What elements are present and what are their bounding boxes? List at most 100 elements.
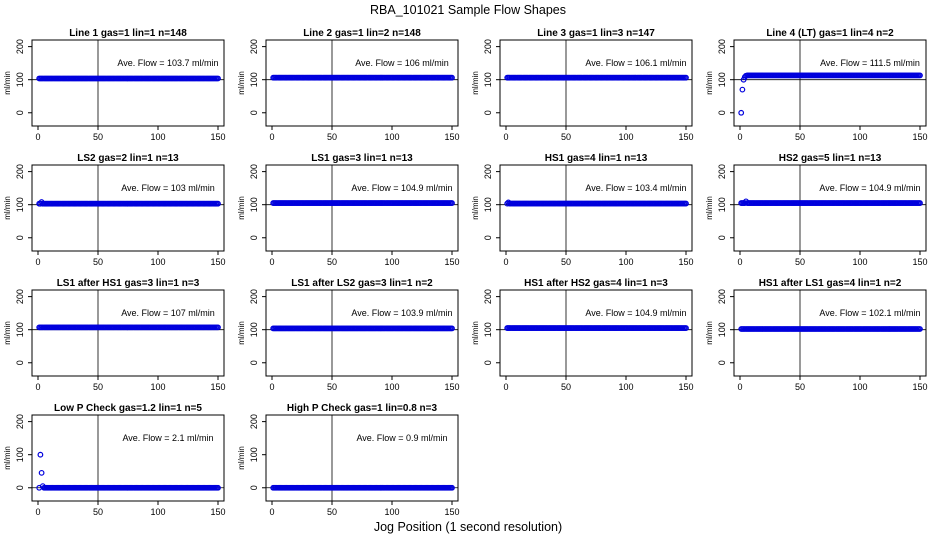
panel-title: Line 3 gas=1 lin=3 n=147 — [537, 28, 655, 39]
panel-11: HS1 after HS2 gas=4 lin=1 n=3 ml/min 0 100 2… — [471, 278, 694, 392]
y-axis-label: ml/min — [3, 446, 12, 470]
panel-9: LS1 after HS1 gas=3 lin=1 n=3 ml/min 0 100 2… — [3, 278, 226, 392]
plot-frame — [733, 39, 927, 127]
figure-xlabel: Jog Position (1 second resolution) — [374, 520, 562, 534]
y-tick-label: 0 — [249, 110, 259, 115]
y-tick-label: 100 — [249, 197, 259, 212]
y-tick-label: 200 — [249, 39, 259, 54]
panel-6: LS1 gas=3 lin=1 n=13 ml/min 0 100 200 0 50 100 1… — [237, 153, 460, 267]
data-points — [738, 72, 923, 116]
x-tick-label: 50 — [93, 257, 103, 267]
data-points — [36, 199, 221, 207]
x-tick-label: 150 — [912, 132, 927, 142]
data-point — [449, 325, 455, 332]
x-tick-label: 150 — [678, 132, 693, 142]
data-points — [270, 325, 455, 332]
plot-frame — [31, 164, 225, 252]
y-tick-label: 100 — [717, 322, 727, 337]
data-point — [917, 200, 923, 206]
y-tick-label: 200 — [249, 289, 259, 304]
y-tick-label: 100 — [483, 197, 493, 212]
y-tick-label: 200 — [249, 164, 259, 179]
y-tick-label: 200 — [15, 39, 25, 54]
panel-13: Low P Check gas=1.2 lin=1 n=5 ml/min 0 100 2… — [3, 403, 226, 517]
x-tick-label: 100 — [618, 257, 633, 267]
y-axis-label: ml/min — [705, 196, 714, 220]
average-flow-annotation: Ave. Flow = 102.1 ml/min — [819, 308, 920, 318]
x-tick-label: 100 — [150, 382, 165, 392]
panel-title: Line 2 gas=1 lin=2 n=148 — [303, 28, 421, 39]
x-tick-label: 150 — [444, 132, 459, 142]
panel-title: HS1 gas=4 lin=1 n=13 — [545, 153, 648, 164]
x-tick-label: 50 — [561, 132, 571, 142]
x-tick-label: 50 — [795, 382, 805, 392]
plot-frame — [499, 39, 693, 127]
y-tick-label: 200 — [15, 164, 25, 179]
panel-title: HS2 gas=5 lin=1 n=13 — [779, 153, 882, 164]
x-tick-label: 0 — [35, 257, 40, 267]
y-tick-label: 100 — [483, 322, 493, 337]
x-tick-label: 150 — [678, 257, 693, 267]
y-tick-label: 0 — [717, 360, 727, 365]
panel-5: LS2 gas=2 lin=1 n=13 ml/min 0 100 200 0 50 100 1… — [3, 153, 226, 267]
x-tick-label: 0 — [35, 507, 40, 517]
average-flow-annotation: Ave. Flow = 0.9 ml/min — [356, 433, 447, 443]
x-tick-label: 100 — [618, 132, 633, 142]
y-tick-label: 100 — [717, 72, 727, 87]
x-tick-label: 50 — [93, 507, 103, 517]
x-tick-label: 0 — [737, 132, 742, 142]
data-point — [449, 200, 455, 206]
panel-title: HS1 after LS1 gas=4 lin=1 n=2 — [759, 278, 902, 289]
data-point — [215, 484, 221, 491]
y-tick-label: 100 — [15, 72, 25, 87]
data-point — [37, 451, 44, 458]
x-tick-label: 150 — [444, 257, 459, 267]
data-points — [36, 324, 221, 331]
data-points — [504, 74, 689, 81]
plot-frame — [265, 164, 459, 252]
data-point — [215, 324, 221, 331]
x-tick-label: 100 — [618, 382, 633, 392]
average-flow-annotation: Ave. Flow = 107 ml/min — [121, 308, 215, 318]
plot-frame — [499, 164, 693, 252]
plot-frame — [733, 164, 927, 252]
x-tick-label: 0 — [737, 382, 742, 392]
y-axis-label: ml/min — [3, 71, 12, 95]
data-points — [270, 200, 455, 206]
x-tick-label: 50 — [327, 382, 337, 392]
y-tick-label: 100 — [717, 197, 727, 212]
x-tick-label: 150 — [444, 507, 459, 517]
data-point — [738, 109, 745, 116]
data-point — [38, 469, 45, 476]
y-tick-label: 0 — [483, 235, 493, 240]
panel-title: Line 4 (LT) gas=1 lin=4 n=2 — [766, 28, 894, 39]
x-tick-label: 50 — [93, 382, 103, 392]
x-tick-label: 100 — [150, 132, 165, 142]
data-point — [917, 72, 923, 79]
y-tick-label: 0 — [483, 360, 493, 365]
y-tick-label: 100 — [15, 447, 25, 462]
x-tick-label: 0 — [269, 382, 274, 392]
y-axis-label: ml/min — [471, 71, 480, 95]
y-tick-label: 200 — [483, 164, 493, 179]
data-points — [504, 325, 689, 331]
x-tick-label: 100 — [150, 507, 165, 517]
x-tick-label: 100 — [852, 257, 867, 267]
plot-frame — [499, 289, 693, 377]
panel-title: High P Check gas=1 lin=0.8 n=3 — [287, 403, 438, 414]
x-tick-label: 150 — [912, 382, 927, 392]
y-tick-label: 200 — [483, 39, 493, 54]
y-axis-label: ml/min — [237, 321, 246, 345]
panel-title: LS2 gas=2 lin=1 n=13 — [77, 153, 179, 164]
plot-frame — [265, 289, 459, 377]
x-tick-label: 0 — [503, 382, 508, 392]
y-axis-label: ml/min — [237, 446, 246, 470]
data-points — [738, 326, 923, 332]
x-tick-label: 100 — [384, 257, 399, 267]
panel-4: Line 4 (LT) gas=1 lin=4 n=2 ml/min 0 100 200… — [705, 28, 928, 142]
data-points — [270, 484, 455, 491]
panel-1: Line 1 gas=1 lin=1 n=148 ml/min 0 100 200 0 50… — [3, 28, 226, 142]
x-tick-label: 50 — [795, 257, 805, 267]
y-tick-label: 100 — [15, 197, 25, 212]
